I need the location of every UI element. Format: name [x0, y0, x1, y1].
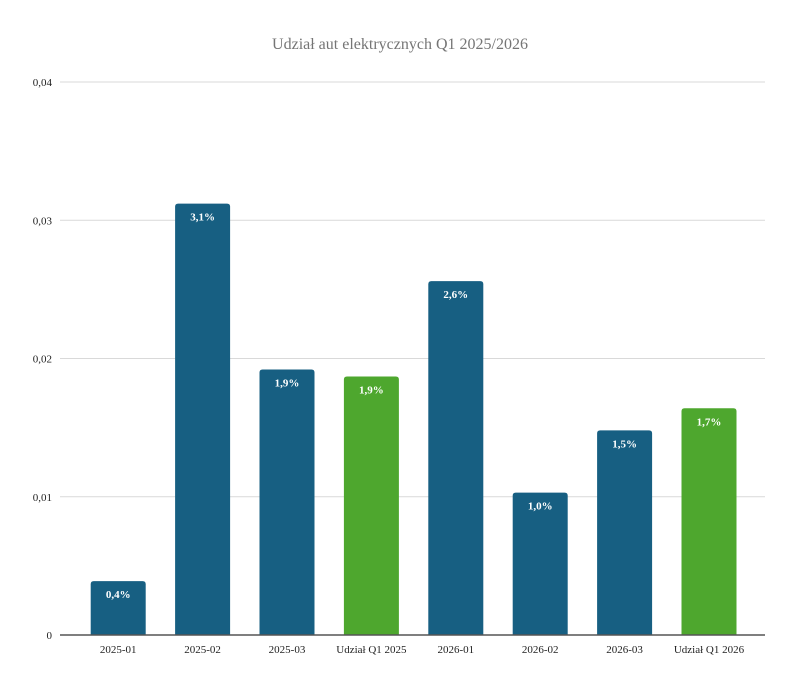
bars: 0,4% 3,1% 1,9% 1,9% 2,6% 1,0% 1,5% 1,7%	[90, 203, 737, 635]
bar	[597, 430, 653, 635]
bar	[259, 369, 315, 635]
bar	[175, 203, 231, 635]
data-label: 0,4%	[106, 589, 131, 601]
gridlines	[60, 81, 765, 498]
y-tick-label: 0,03	[33, 215, 53, 227]
bar	[90, 581, 146, 635]
y-tick-label: 0,02	[33, 354, 52, 366]
x-axis: 2025-01 2025-02 2025-03 Udział Q1 2025 2026-…	[60, 634, 765, 656]
y-tick-label: 0,04	[33, 77, 53, 89]
data-label: 1,9%	[275, 378, 300, 390]
x-tick-label: Udział Q1 2025	[336, 644, 407, 656]
bar	[512, 492, 568, 635]
x-tick-label: 2025-02	[184, 644, 221, 656]
bar	[343, 376, 399, 635]
data-label: 1,0%	[528, 501, 553, 513]
data-label: 3,1%	[190, 212, 215, 224]
bar	[681, 408, 737, 635]
data-label: 1,5%	[612, 438, 637, 450]
x-tick-label: 2026-02	[522, 644, 559, 656]
x-tick-label: 2025-01	[100, 644, 137, 656]
data-label: 1,7%	[697, 416, 722, 428]
data-label: 1,9%	[359, 384, 384, 396]
y-axis: 0 0,01 0,02 0,03 0,04	[33, 77, 53, 642]
data-label: 2,6%	[443, 289, 468, 301]
y-tick-label: 0	[47, 630, 53, 642]
x-tick-label: Udział Q1 2026	[674, 644, 745, 656]
chart-title: Udział aut elektrycznych Q1 2025/2026	[272, 36, 528, 53]
bar	[428, 281, 484, 635]
y-tick-label: 0,01	[33, 492, 52, 504]
x-tick-label: 2026-01	[437, 644, 474, 656]
x-tick-label: 2026-03	[606, 644, 643, 656]
x-tick-label: 2025-03	[269, 644, 306, 656]
